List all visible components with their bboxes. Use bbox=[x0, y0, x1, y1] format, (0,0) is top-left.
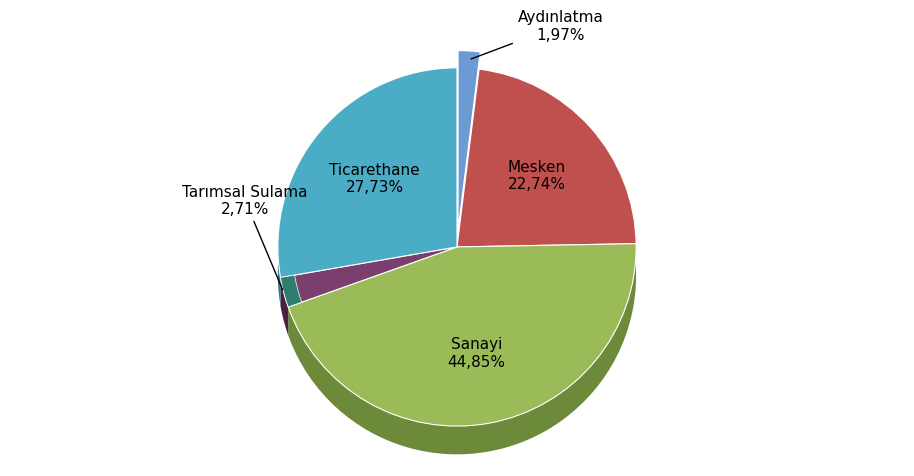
Polygon shape bbox=[281, 278, 288, 336]
Wedge shape bbox=[278, 69, 457, 278]
Text: Sanayi
44,85%: Sanayi 44,85% bbox=[447, 337, 505, 369]
Text: Tarımsal Sulama
2,71%: Tarımsal Sulama 2,71% bbox=[182, 184, 308, 290]
Text: Ticarethane
27,73%: Ticarethane 27,73% bbox=[329, 162, 420, 195]
Polygon shape bbox=[278, 253, 281, 306]
Wedge shape bbox=[281, 248, 457, 307]
Text: Aydınlatma
1,97%: Aydınlatma 1,97% bbox=[472, 10, 603, 60]
Polygon shape bbox=[288, 255, 636, 455]
Wedge shape bbox=[288, 244, 636, 426]
Wedge shape bbox=[458, 51, 480, 230]
Wedge shape bbox=[457, 70, 636, 248]
Wedge shape bbox=[281, 276, 302, 307]
Text: Mesken
22,74%: Mesken 22,74% bbox=[508, 159, 566, 192]
